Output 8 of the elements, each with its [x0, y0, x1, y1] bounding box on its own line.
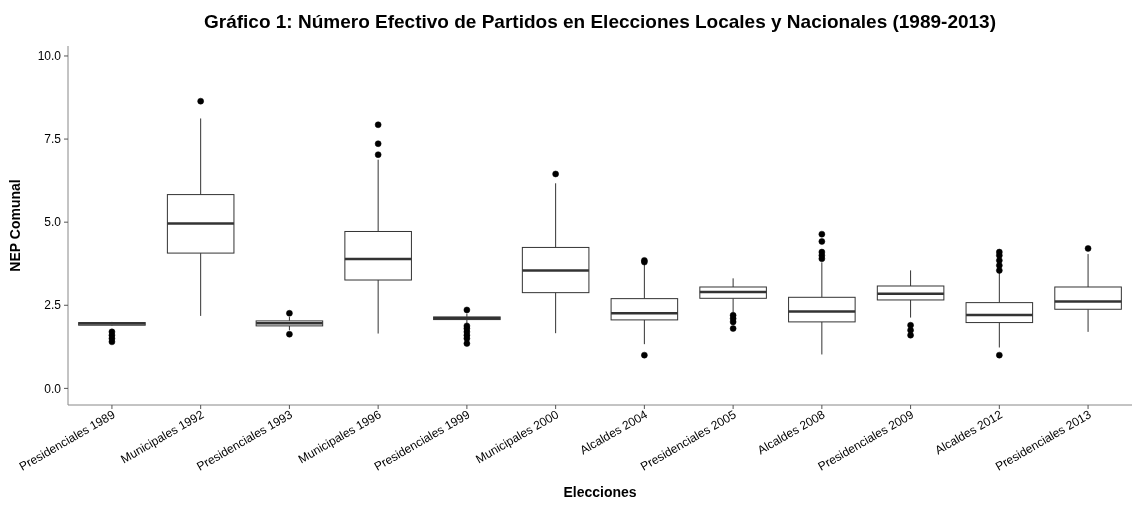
- x-axis-title: Elecciones: [563, 484, 637, 500]
- y-tick-label: 5.0: [44, 215, 62, 230]
- chart-title: Gráfico 1: Número Efectivo de Partidos en Elecciones Locales y Nacionales (1989-2013): [204, 11, 996, 32]
- y-tick-label: 0.0: [44, 381, 62, 396]
- y-tick-label: 7.5: [44, 132, 62, 147]
- y-tick-label: 10.0: [37, 49, 62, 64]
- y-tick-label: 2.5: [44, 298, 62, 313]
- y-axis-title: NEP Comunal: [7, 179, 23, 272]
